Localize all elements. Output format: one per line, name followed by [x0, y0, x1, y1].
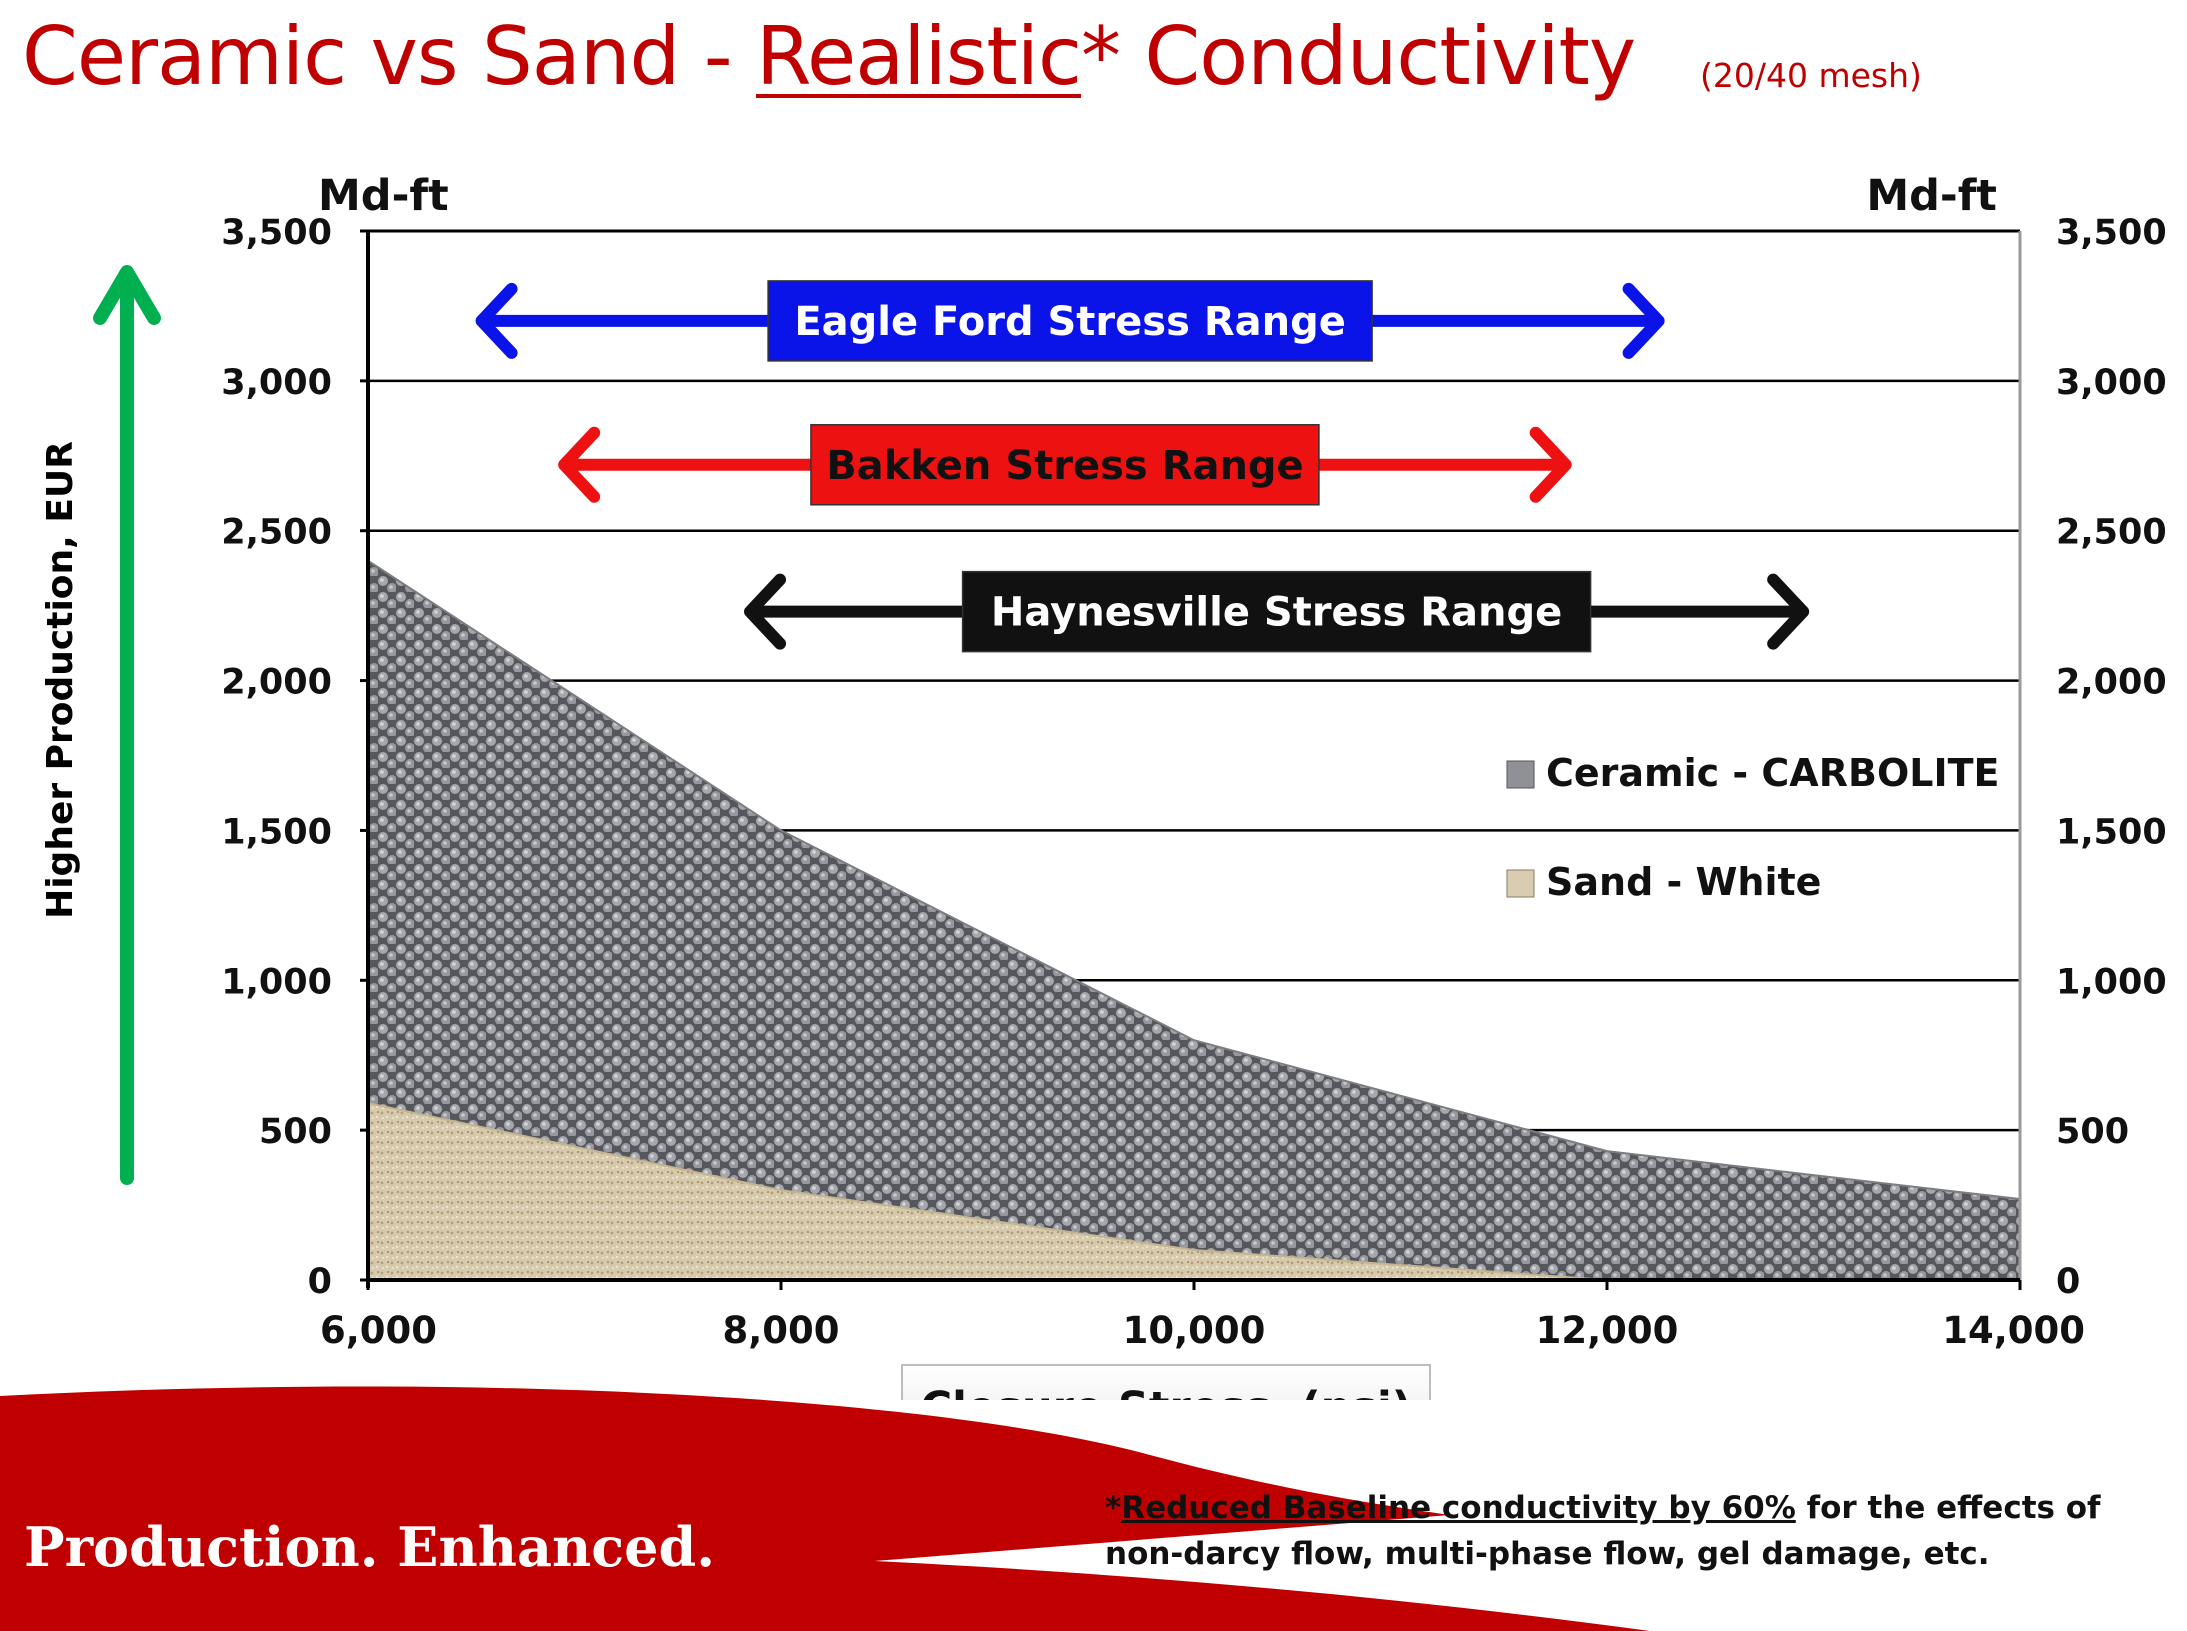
footer-band [0, 1386, 1650, 1631]
footer-red-wave-lower [0, 1549, 1650, 1631]
x-tick-label-14000: 14,000 [1942, 1309, 2085, 1352]
y-left-unit-label: Md-ft [318, 171, 449, 221]
range-label-bakken-stress-range: Bakken Stress Range [826, 443, 1304, 489]
stress-ranges: Eagle Ford Stress Range Bakken Stress Ran… [475, 280, 1810, 653]
x-tick-label-6000: 6,000 [320, 1309, 437, 1352]
x-tick-label-10000: 10,000 [1123, 1309, 1266, 1352]
footnote-rest: for the effects of non-darcy flow, multi… [1105, 1490, 2101, 1572]
tick-labels: 0 0 500 500 1,000 1,000 1,500 1,500 2,000 2,000 2,… [221, 213, 2166, 1352]
range-right-arrowhead-haynesville-stress-range [1767, 573, 1810, 650]
x-axis-title-box: Closure Stress (psi) [901, 1364, 1431, 1400]
y-right-tick-label-2000: 2,000 [2056, 663, 2167, 703]
y-left-tick-label-500: 500 [259, 1112, 332, 1152]
y-right-tick-label-0: 0 [2056, 1262, 2080, 1302]
higher-production-arrow [93, 265, 161, 1185]
y-right-tick-label-1000: 1,000 [2056, 962, 2167, 1002]
range-haynesville-stress-range: Haynesville Stress Range [744, 570, 1810, 653]
footnote-star: * [1105, 1490, 1122, 1526]
range-label-box-eagle-ford-stress-range [767, 280, 1373, 362]
legend-label-ceramic: Ceramic - CARBOLITE [1546, 751, 1999, 795]
title-part-1: Ceramic vs Sand - [22, 10, 757, 103]
plot-frame [360, 229, 2022, 1290]
tagline: Production. Enhanced. [24, 1515, 716, 1579]
conductivity-chart: Higher Production, EUR Md-ft Md-ft 0 0 500… [40, 171, 2167, 1400]
y-left-tick-label-1500: 1,500 [221, 812, 332, 852]
y-right-tick-label-1500: 1,500 [2056, 812, 2167, 852]
y-left-tick-label-2000: 2,000 [221, 663, 332, 703]
y-left-tick-label-1000: 1,000 [221, 962, 332, 1002]
y-left-tick-label-0: 0 [308, 1262, 332, 1302]
y-left-tick-label-2500: 2,500 [221, 513, 332, 553]
x-axis-title: Closure Stress (psi) [921, 1383, 1412, 1400]
y-right-tick-label-3000: 3,000 [2056, 363, 2167, 403]
x-axis-title-bg [901, 1364, 1431, 1400]
legend-swatch-sand [1506, 869, 1535, 898]
x-tick-label-12000: 12,000 [1536, 1309, 1679, 1352]
area-series [367, 558, 2021, 1281]
slide-subtitle: (20/40 mesh) [1700, 56, 1922, 95]
y-right-unit-label: Md-ft [1866, 171, 1997, 221]
range-label-haynesville-stress-range: Haynesville Stress Range [991, 590, 1562, 636]
y-left-tick-label-3000: 3,000 [221, 363, 332, 403]
y-right-tick-label-3500: 3,500 [2056, 213, 2167, 253]
slide-title: Ceramic vs Sand - Realistic* Conductivit… [22, 10, 1636, 103]
y-left-tick-label-3500: 3,500 [221, 213, 332, 253]
range-right-arrowhead-bakken-stress-range [1529, 426, 1572, 503]
legend: Ceramic - CARBOLITE Sand - White [1506, 751, 1999, 904]
x-tick-label-8000: 8,000 [722, 1309, 839, 1352]
range-label-eagle-ford-stress-range: Eagle Ford Stress Range [794, 299, 1346, 345]
footnote-underlined: Reduced Baseline conductivity by 60% [1121, 1490, 1796, 1526]
legend-label-sand: Sand - White [1546, 860, 1821, 904]
range-left-arrowhead-eagle-ford-stress-range [475, 282, 518, 359]
range-eagle-ford-stress-range: Eagle Ford Stress Range [475, 280, 1665, 362]
range-label-box-bakken-stress-range [810, 424, 1320, 506]
range-left-arrowhead-bakken-stress-range [558, 426, 601, 503]
range-right-arrowhead-eagle-ford-stress-range [1622, 282, 1665, 359]
side-axis-label: Higher Production, EUR [40, 441, 81, 919]
range-bakken-stress-range: Bakken Stress Range [558, 424, 1572, 506]
legend-swatch-ceramic [1506, 760, 1535, 789]
range-label-box-haynesville-stress-range [961, 570, 1592, 653]
footnote: *Reduced Baseline conductivity by 60% fo… [1105, 1485, 2175, 1577]
y-right-tick-label-2500: 2,500 [2056, 513, 2167, 553]
range-left-arrowhead-haynesville-stress-range [744, 573, 787, 650]
title-part-2: * Conductivity [1080, 10, 1636, 103]
title-underlined-word: Realistic [756, 10, 1082, 103]
y-right-tick-label-500: 500 [2056, 1112, 2129, 1152]
